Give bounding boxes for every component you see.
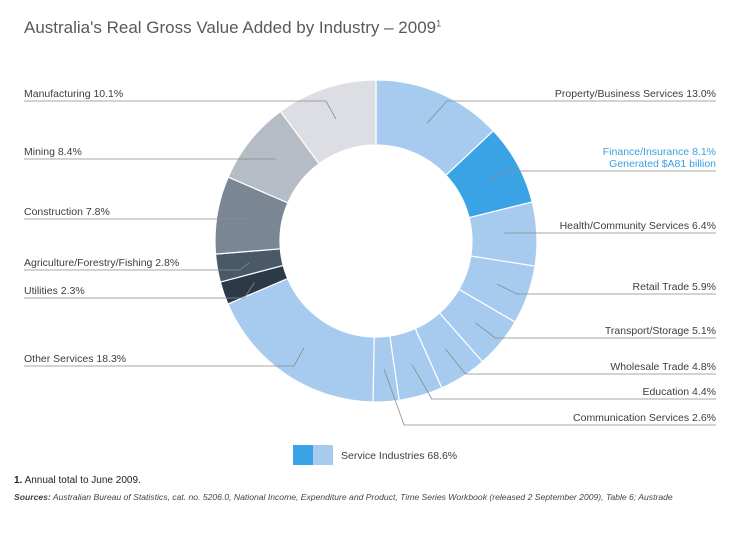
- label-retail-trade: Retail Trade 5.9%: [633, 281, 716, 293]
- slice-other-services: [227, 277, 375, 403]
- label-utilities: Utilities 2.3%: [24, 285, 85, 297]
- leader-wholesale-trade: [445, 348, 716, 375]
- chart-title-text: Australia's Real Gross Value Added by In…: [24, 18, 437, 37]
- leader-finance-insurance: [488, 170, 716, 180]
- title-footnote-marker: 1: [436, 18, 442, 29]
- chart-title: Australia's Real Gross Value Added by In…: [24, 18, 441, 38]
- label-wholesale-trade: Wholesale Trade 4.8%: [610, 361, 716, 373]
- label-property-business-services: Property/Business Services 13.0%: [555, 88, 716, 100]
- label-communication-services: Communication Services 2.6%: [573, 412, 716, 424]
- leader-other-services: [24, 347, 305, 367]
- leader-communication-services: [383, 369, 716, 426]
- leader-manufacturing: [24, 100, 337, 120]
- sources-note: Sources: Australian Bureau of Statistics…: [14, 492, 673, 502]
- sublabel-finance-insurance: Generated $A81 billion: [609, 158, 716, 170]
- legend: Service Industries 68.6%: [293, 445, 457, 465]
- leader-property-business-services: [426, 100, 716, 124]
- sources-label: Sources:: [14, 492, 51, 502]
- label-education: Education 4.4%: [642, 386, 716, 398]
- sources-text: Australian Bureau of Statistics, cat. no…: [52, 492, 673, 502]
- leader-transport-storage: [475, 322, 716, 339]
- label-mining: Mining 8.4%: [24, 146, 82, 158]
- donut-chart: Property/Business Services 13.0% Finance/…: [24, 79, 716, 465]
- legend-label: Service Industries 68.6%: [341, 450, 457, 462]
- slice-labels: Property/Business Services 13.0% Finance/…: [24, 88, 716, 424]
- leader-education: [411, 364, 716, 400]
- label-construction: Construction 7.8%: [24, 206, 110, 218]
- label-health-community-services: Health/Community Services 6.4%: [560, 220, 716, 232]
- footnote-number: 1.: [14, 475, 23, 486]
- label-other-services: Other Services 18.3%: [24, 353, 126, 365]
- legend-swatch-dark: [293, 445, 313, 465]
- donut-slices: [214, 79, 538, 403]
- leader-lines: [24, 100, 716, 426]
- legend-swatch-light: [313, 445, 333, 465]
- leader-agriculture-forestry-fishing: [24, 262, 250, 271]
- label-agriculture-forestry-fishing: Agriculture/Forestry/Fishing 2.8%: [24, 257, 179, 269]
- leader-retail-trade: [496, 283, 716, 295]
- label-transport-storage: Transport/Storage 5.1%: [605, 325, 716, 337]
- footnote-text: Annual total to June 2009.: [24, 475, 141, 486]
- label-finance-insurance: Finance/Insurance 8.1%: [603, 146, 716, 158]
- leader-utilities: [24, 282, 255, 299]
- footnote: 1. Annual total to June 2009.: [14, 475, 141, 486]
- label-manufacturing: Manufacturing 10.1%: [24, 88, 123, 100]
